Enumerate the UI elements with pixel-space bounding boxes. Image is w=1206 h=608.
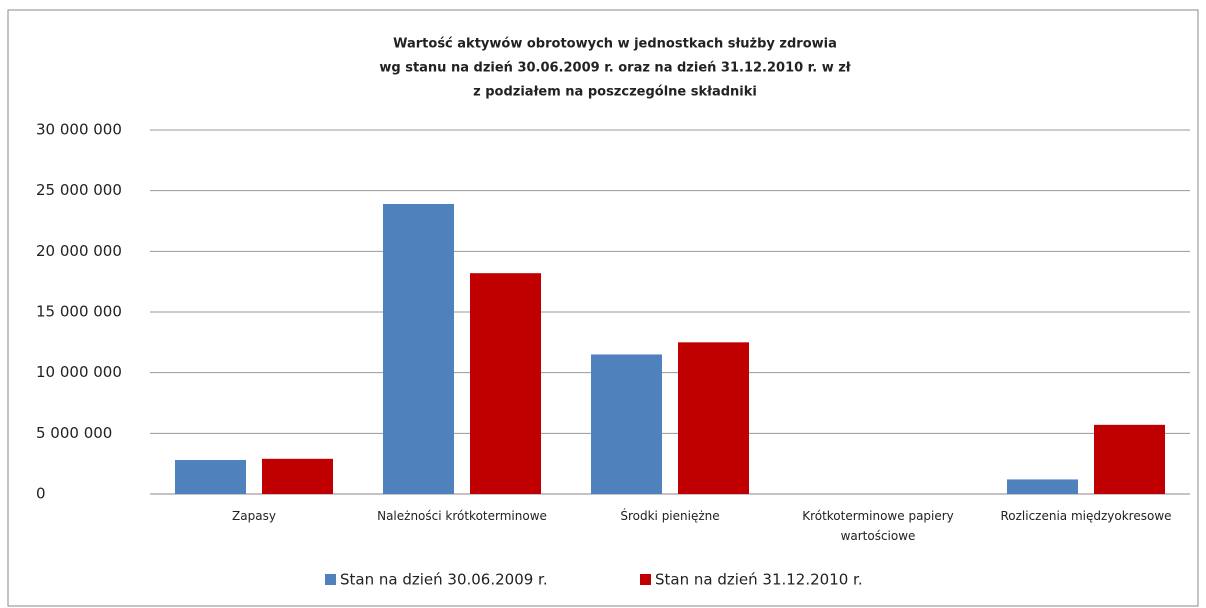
y-tick-label: 30 000 000 bbox=[36, 121, 122, 139]
chart-title: Wartość aktywów obrotowych w jednostkach… bbox=[393, 37, 837, 52]
chart-title: z podziałem na poszczególne składniki bbox=[473, 85, 757, 100]
y-tick-label: 20 000 000 bbox=[36, 242, 122, 260]
y-tick-label: 10 000 000 bbox=[36, 363, 122, 381]
x-tick-label: Krótkoterminowe papiery wartościowe bbox=[802, 509, 954, 543]
bar bbox=[175, 460, 246, 494]
y-tick-label: 5 000 000 bbox=[36, 424, 112, 442]
y-tick-label: 0 bbox=[36, 485, 46, 503]
x-tick-label: Rozliczenia międzyokresowe bbox=[1000, 509, 1172, 523]
chart-border bbox=[7, 9, 1199, 607]
bar bbox=[383, 204, 454, 494]
y-tick-label: 25 000 000 bbox=[36, 181, 122, 199]
bar bbox=[678, 342, 749, 494]
legend-swatch bbox=[325, 574, 336, 585]
bar bbox=[1094, 424, 1165, 494]
legend-swatch bbox=[640, 574, 651, 585]
bar bbox=[262, 458, 333, 494]
legend-label: Stan na dzień 31.12.2010 r. bbox=[655, 571, 863, 589]
bar bbox=[470, 273, 541, 494]
chart-title: wg stanu na dzień 30.06.2009 r. oraz na … bbox=[379, 61, 851, 76]
bar bbox=[1007, 479, 1078, 494]
x-tick-label: Zapasy bbox=[232, 509, 276, 523]
legend-label: Stan na dzień 30.06.2009 r. bbox=[340, 571, 548, 589]
bar bbox=[591, 354, 662, 494]
x-tick-label: Środki pieniężne bbox=[620, 509, 720, 523]
x-tick-label: Należności krótkoterminowe bbox=[377, 509, 547, 523]
y-tick-label: 15 000 000 bbox=[36, 303, 122, 321]
